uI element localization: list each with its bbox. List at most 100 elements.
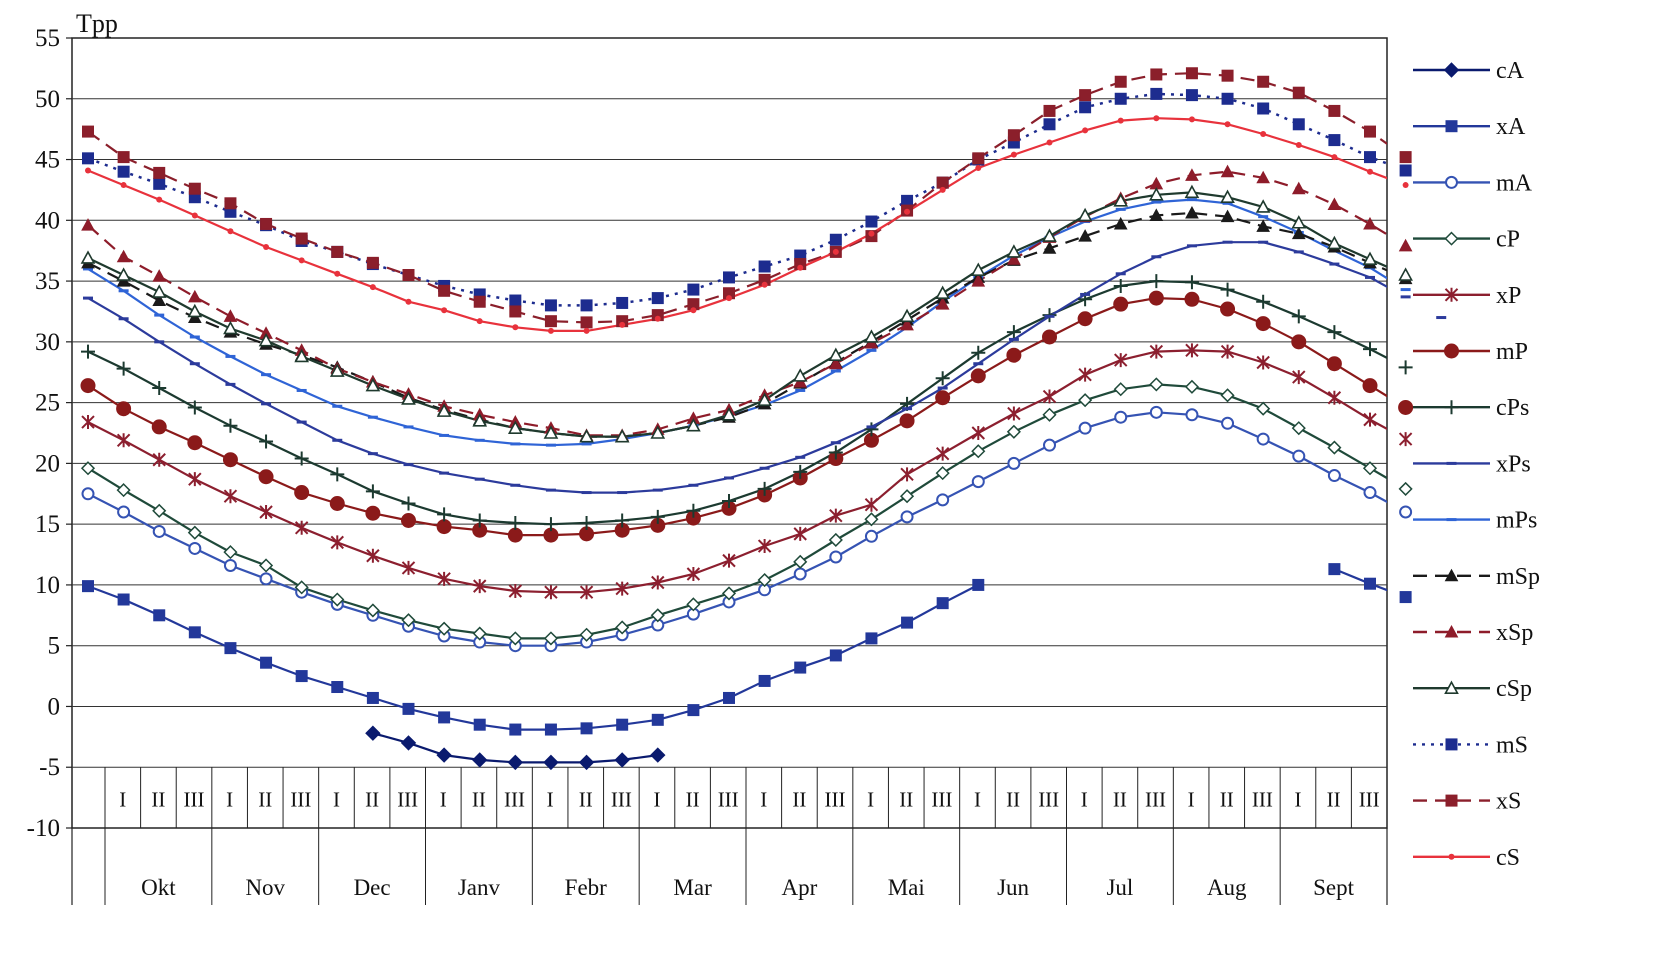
series-cp-point — [1291, 421, 1306, 436]
series-cs-point — [797, 264, 804, 271]
series-mp-point — [187, 435, 203, 451]
series-cp-point — [294, 580, 309, 595]
dekad-label: III — [611, 788, 632, 812]
series-xp-point — [757, 539, 772, 554]
dekad-label: I — [440, 788, 447, 812]
series-ms-point — [687, 283, 700, 296]
series-xs-point — [366, 256, 379, 269]
series-csp-point — [686, 418, 701, 432]
dekad-label: I — [974, 788, 981, 812]
series-xs-point — [1399, 151, 1412, 164]
dekad-label: II — [151, 788, 165, 812]
series-xp-point — [686, 566, 701, 581]
series-xsp-point — [1327, 197, 1342, 211]
series-cps-point — [971, 345, 986, 360]
series-xsp-point — [187, 289, 202, 303]
series-csp-point — [1220, 189, 1235, 204]
series-cs-point — [1188, 116, 1195, 123]
legend-ms-label: mS — [1496, 732, 1528, 758]
dekad-label: II — [579, 788, 593, 812]
series-xp-point — [900, 467, 914, 482]
series-xs-point — [1328, 104, 1341, 117]
series-cps-point — [935, 371, 950, 386]
series-cp-point — [971, 444, 986, 459]
series-msp-line — [87, 211, 1387, 438]
series-cp-point — [365, 603, 380, 618]
legend-csp-label: cSp — [1496, 676, 1532, 702]
series-cps-point — [722, 494, 736, 509]
series-ca-point — [472, 752, 488, 768]
series-xa-point — [224, 642, 237, 655]
dekad-label: II — [472, 788, 486, 812]
series-ca-point — [436, 747, 452, 763]
series-cp-point — [1256, 401, 1271, 416]
series-mp-point — [1220, 301, 1236, 317]
series-cps-point — [1184, 275, 1199, 290]
series-cp-point — [1006, 424, 1021, 439]
y-tick-label: 50 — [35, 86, 60, 113]
series-xp-point — [1114, 353, 1128, 368]
series-cp-point — [1362, 461, 1378, 476]
series-mp-point — [935, 390, 951, 406]
series-mp-point — [436, 519, 452, 535]
series-csp-point — [1148, 187, 1164, 201]
month-label: Sept — [1313, 875, 1355, 900]
series-mp-point — [970, 368, 986, 384]
series-ma-point — [829, 550, 843, 564]
series-xa-point — [758, 674, 771, 687]
series-csp-point — [579, 428, 594, 443]
series-xa-point — [1328, 563, 1341, 576]
series-cs-point — [904, 208, 911, 215]
series-cps-point — [1149, 274, 1164, 289]
series-cp-point — [579, 627, 594, 642]
series-xp-point — [294, 520, 309, 535]
series-cp-point — [472, 626, 487, 641]
series-xsp-point — [828, 356, 843, 370]
y-tick-label: 30 — [35, 329, 60, 356]
grid-lines — [71, 37, 1388, 829]
series-mp-point — [116, 401, 132, 417]
dekad-label: II — [258, 788, 272, 812]
series-msp-point — [1291, 226, 1306, 240]
x-axis-table: I II III I II III I II III I II III I II III I II III I II I… — [71, 767, 1388, 905]
dekad-label: II — [1006, 788, 1020, 812]
series-xp-point — [579, 585, 594, 600]
dekad-label: I — [333, 788, 340, 812]
series-cp-point — [757, 573, 772, 588]
series-ms-point — [1328, 134, 1341, 147]
series-ms-point — [1292, 118, 1305, 131]
series-cs-point — [298, 257, 305, 264]
series-xp-point — [1185, 343, 1199, 358]
series-ms-point — [580, 299, 593, 312]
series-ma-point — [1256, 432, 1270, 446]
series-csp-point — [187, 303, 203, 318]
series-cp-point — [935, 466, 950, 481]
y-tick-label: 45 — [35, 147, 60, 174]
series-ma-point — [1078, 421, 1092, 435]
series-xs-point — [1007, 129, 1020, 142]
legend-ma-label: mA — [1496, 170, 1533, 196]
series-msp-point — [152, 293, 167, 307]
series-xs-point — [1114, 75, 1127, 88]
series-xs-point — [153, 166, 166, 179]
series-xsp-point — [152, 269, 167, 282]
series-cs-point — [334, 270, 341, 277]
series-xa-point — [865, 632, 878, 645]
series-mp-point — [258, 469, 274, 485]
series-xa-point — [366, 691, 379, 704]
series-ms-point — [509, 294, 522, 307]
series-csp-point — [935, 285, 951, 300]
series-csp-point — [80, 250, 96, 264]
series-csp-point — [650, 425, 666, 439]
series-cp-point — [899, 489, 915, 504]
legend-xa-marker — [1445, 120, 1458, 133]
series-xa-point — [331, 681, 344, 694]
series-xs-point — [295, 232, 308, 245]
series-xp-point — [116, 433, 131, 448]
series-mp-point — [151, 419, 167, 435]
series-csp-point — [436, 403, 452, 417]
series-xa-point — [295, 670, 308, 683]
series-cs-point — [939, 186, 946, 193]
month-label: Okt — [141, 875, 176, 900]
